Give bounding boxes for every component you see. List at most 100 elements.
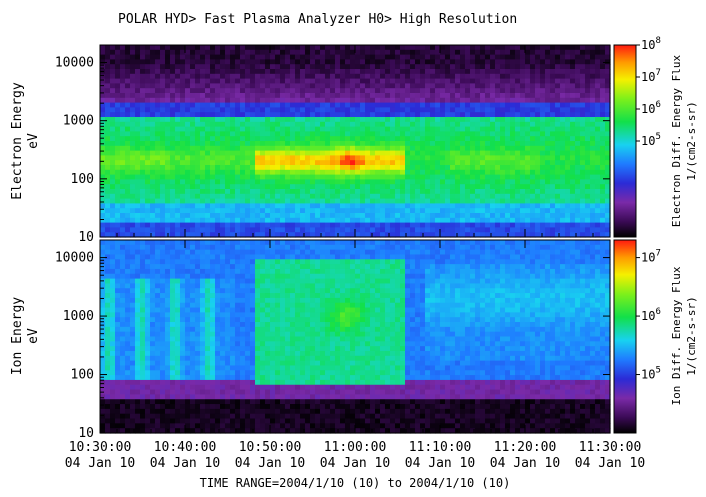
spectrogram-cell — [545, 184, 551, 190]
spectrogram-cell — [180, 136, 186, 142]
spectrogram-cell — [325, 69, 331, 75]
spectrogram-cell — [210, 141, 216, 147]
spectrogram-cell — [520, 64, 526, 70]
spectrogram-cell — [465, 107, 471, 113]
spectrogram-cell — [290, 165, 296, 171]
spectrogram-cell — [120, 307, 126, 313]
spectrogram-cell — [515, 83, 521, 89]
spectrogram-cell — [365, 45, 371, 51]
spectrogram-cell — [525, 83, 531, 89]
spectrogram-cell — [175, 249, 181, 256]
spectrogram-cell — [335, 179, 341, 185]
spectrogram-cell — [170, 399, 176, 405]
spectrogram-cell — [385, 193, 391, 200]
spectrogram-cell — [550, 54, 556, 60]
spectrogram-cell — [595, 222, 601, 228]
spectrogram-cell — [240, 141, 246, 147]
spectrogram-cell — [215, 136, 221, 142]
spectrogram-cell — [470, 179, 476, 185]
spectrogram-cell — [200, 83, 206, 89]
spectrogram-cell — [545, 169, 551, 176]
spectrogram-cell — [575, 49, 581, 56]
spectrogram-cell — [140, 121, 146, 128]
spectrogram-cell — [490, 93, 496, 99]
spectrogram-cell — [110, 278, 116, 285]
spectrogram-cell — [545, 64, 551, 70]
spectrogram-cell — [120, 102, 126, 108]
spectrogram-cell — [470, 141, 476, 147]
spectrogram-cell — [185, 107, 191, 113]
spectrogram-cell — [580, 155, 586, 161]
spectrogram-cell — [225, 112, 231, 118]
spectrogram-cell — [195, 184, 201, 190]
spectrogram-cell — [270, 169, 276, 176]
spectrogram-cell — [170, 264, 176, 270]
spectrogram-cell — [435, 126, 441, 132]
spectrogram-cell — [370, 184, 376, 190]
electron-spectrogram — [100, 45, 611, 238]
spectrogram-cell — [300, 189, 306, 195]
spectrogram-cell — [310, 93, 316, 99]
spectrogram-cell — [405, 217, 411, 224]
spectrogram-cell — [245, 203, 251, 209]
spectrogram-cell — [415, 141, 421, 147]
spectrogram-cell — [275, 222, 281, 228]
colorbar-tick-label: 108 — [641, 36, 661, 52]
spectrogram-cell — [230, 203, 236, 209]
spectrogram-cell — [185, 222, 191, 228]
spectrogram-cell — [585, 45, 591, 51]
spectrogram-cell — [155, 240, 161, 246]
spectrogram-cell — [505, 78, 511, 84]
spectrogram-cell — [370, 73, 376, 80]
spectrogram-cell — [160, 244, 166, 251]
spectrogram-cell — [180, 394, 186, 400]
spectrogram-cell — [140, 126, 146, 132]
spectrogram-cell — [180, 302, 186, 309]
spectrogram-cell — [370, 189, 376, 195]
spectrogram-cell — [425, 227, 431, 233]
spectrogram-cell — [535, 121, 541, 128]
spectrogram-cell — [275, 64, 281, 70]
spectrogram-cell — [550, 155, 556, 161]
spectrogram-cell — [270, 227, 276, 233]
spectrogram-cell — [380, 107, 386, 113]
spectrogram-cell — [345, 141, 351, 147]
spectrogram-cell — [390, 141, 396, 147]
spectrogram-cell — [230, 184, 236, 190]
spectrogram-cell — [510, 131, 516, 137]
spectrogram-cell — [270, 155, 276, 161]
spectrogram-cell — [105, 365, 111, 371]
spectrogram-cell — [455, 198, 461, 204]
spectrogram-cell — [595, 64, 601, 70]
spectrogram-cell — [325, 59, 331, 65]
spectrogram-cell — [390, 217, 396, 224]
spectrogram-cell — [125, 268, 131, 275]
spectrogram-cell — [445, 121, 451, 128]
spectrogram-cell — [490, 203, 496, 209]
spectrogram-cell — [450, 54, 456, 60]
spectrogram-cell — [340, 179, 346, 185]
spectrogram-cell — [145, 370, 151, 376]
spectrogram-cell — [115, 297, 121, 304]
spectrogram-cell — [340, 131, 346, 137]
spectrogram-cell — [150, 189, 156, 195]
spectrogram-cell — [445, 222, 451, 228]
spectrogram-cell — [140, 160, 146, 166]
spectrogram-cell — [445, 136, 451, 142]
spectrogram-cell — [340, 184, 346, 190]
spectrogram-cell — [370, 213, 376, 219]
spectrogram-cell — [495, 179, 501, 185]
spectrogram-cell — [465, 83, 471, 89]
spectrogram-cell — [145, 169, 151, 176]
spectrogram-cell — [260, 78, 266, 84]
spectrogram-cell — [175, 360, 181, 367]
spectrogram-cell — [375, 73, 381, 80]
spectrogram-cell — [560, 93, 566, 99]
spectrogram-cell — [265, 145, 271, 152]
spectrogram-cell — [255, 59, 261, 65]
spectrogram-cell — [190, 131, 196, 137]
spectrogram-cell — [410, 193, 416, 200]
spectrogram-cell — [110, 317, 116, 323]
spectrogram-cell — [590, 222, 596, 228]
spectrogram-cell — [480, 165, 486, 171]
